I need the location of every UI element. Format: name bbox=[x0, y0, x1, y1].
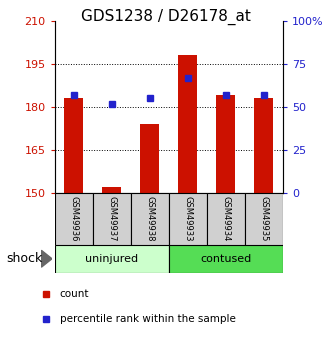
Bar bbox=[55, 245, 169, 273]
Text: GSM49938: GSM49938 bbox=[145, 196, 154, 242]
Text: GSM49935: GSM49935 bbox=[260, 196, 268, 242]
Text: contused: contused bbox=[200, 254, 252, 264]
Bar bbox=[102, 187, 121, 193]
Text: percentile rank within the sample: percentile rank within the sample bbox=[60, 314, 236, 324]
Text: GSM49934: GSM49934 bbox=[221, 196, 230, 242]
Bar bbox=[255, 98, 273, 193]
Bar bbox=[93, 193, 131, 245]
Bar bbox=[169, 193, 207, 245]
Text: shock: shock bbox=[7, 252, 43, 265]
Text: uninjured: uninjured bbox=[85, 254, 138, 264]
Bar bbox=[64, 98, 83, 193]
Bar bbox=[55, 193, 93, 245]
Bar bbox=[169, 245, 283, 273]
Bar bbox=[207, 193, 245, 245]
Bar bbox=[245, 193, 283, 245]
Text: GDS1238 / D26178_at: GDS1238 / D26178_at bbox=[80, 9, 251, 25]
Polygon shape bbox=[41, 250, 52, 267]
Text: GSM49933: GSM49933 bbox=[183, 196, 192, 242]
Bar bbox=[131, 193, 169, 245]
Text: GSM49936: GSM49936 bbox=[69, 196, 78, 242]
Text: count: count bbox=[60, 288, 89, 298]
Text: GSM49937: GSM49937 bbox=[107, 196, 116, 242]
Bar bbox=[140, 124, 159, 193]
Bar bbox=[178, 55, 197, 193]
Bar bbox=[216, 96, 235, 193]
